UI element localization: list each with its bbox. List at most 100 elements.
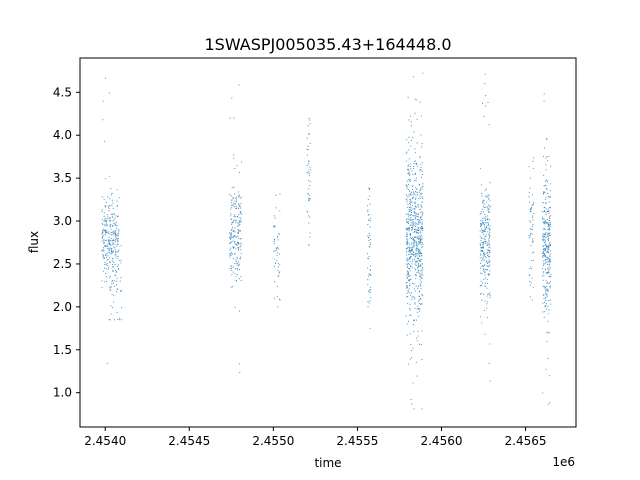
data-point bbox=[113, 266, 114, 268]
data-point bbox=[367, 267, 369, 269]
data-point bbox=[409, 233, 411, 235]
data-point bbox=[549, 207, 551, 208]
data-point bbox=[528, 274, 530, 276]
data-point bbox=[238, 214, 240, 216]
data-point bbox=[413, 244, 415, 246]
data-point bbox=[275, 207, 277, 209]
data-point bbox=[415, 217, 417, 219]
data-point bbox=[545, 197, 547, 199]
data-point bbox=[273, 215, 275, 217]
data-point bbox=[481, 231, 483, 233]
data-point bbox=[102, 247, 104, 249]
data-point bbox=[481, 237, 483, 239]
data-point bbox=[481, 242, 483, 244]
data-point bbox=[409, 256, 411, 258]
data-point bbox=[543, 242, 545, 244]
data-point bbox=[483, 238, 485, 240]
y-tick-label: 4.0 bbox=[53, 128, 72, 142]
data-point bbox=[415, 218, 417, 220]
data-point bbox=[309, 172, 311, 174]
chart-title: 1SWASPJ005035.43+164448.0 bbox=[204, 35, 451, 54]
data-point bbox=[416, 311, 418, 313]
data-point bbox=[420, 205, 422, 207]
data-point bbox=[276, 248, 278, 250]
data-point bbox=[543, 233, 545, 235]
data-point bbox=[235, 236, 237, 238]
data-point bbox=[108, 240, 110, 242]
data-point bbox=[531, 277, 533, 279]
data-point bbox=[489, 380, 491, 382]
data-point bbox=[487, 301, 489, 303]
data-point bbox=[109, 217, 111, 219]
data-point bbox=[483, 278, 485, 280]
data-point bbox=[542, 268, 544, 270]
data-point bbox=[105, 178, 107, 180]
data-point bbox=[421, 188, 423, 190]
data-point bbox=[233, 247, 235, 249]
data-point bbox=[408, 288, 410, 290]
data-point bbox=[415, 187, 417, 189]
data-point bbox=[418, 302, 420, 304]
data-point bbox=[542, 238, 544, 240]
data-point bbox=[543, 252, 545, 254]
data-point bbox=[532, 228, 534, 230]
data-point bbox=[105, 281, 107, 283]
data-point bbox=[411, 185, 413, 187]
data-point bbox=[545, 179, 547, 181]
data-point bbox=[480, 240, 482, 242]
data-point bbox=[410, 247, 412, 249]
data-point bbox=[233, 186, 235, 188]
data-point bbox=[239, 224, 241, 226]
data-point bbox=[111, 307, 113, 309]
data-point bbox=[369, 327, 371, 329]
data-point bbox=[308, 194, 310, 196]
data-point bbox=[103, 255, 104, 257]
data-point bbox=[484, 206, 486, 208]
data-point bbox=[412, 239, 414, 241]
data-point bbox=[548, 229, 550, 231]
y-tick-label: 4.5 bbox=[53, 85, 72, 99]
data-point bbox=[487, 293, 489, 295]
data-point bbox=[545, 272, 547, 274]
data-point bbox=[409, 163, 411, 165]
data-point bbox=[406, 257, 408, 259]
data-point bbox=[485, 268, 487, 270]
data-point bbox=[238, 171, 240, 173]
data-point bbox=[483, 233, 485, 235]
data-point bbox=[548, 243, 550, 245]
data-point bbox=[106, 232, 108, 234]
data-point bbox=[238, 278, 240, 280]
data-point bbox=[545, 368, 547, 370]
data-point bbox=[420, 274, 422, 276]
data-point bbox=[239, 238, 241, 240]
data-point bbox=[484, 272, 486, 274]
data-point bbox=[409, 218, 411, 220]
data-point bbox=[413, 254, 415, 256]
data-point bbox=[419, 282, 421, 284]
data-point bbox=[420, 204, 422, 206]
data-point bbox=[414, 240, 416, 242]
data-point bbox=[479, 167, 481, 169]
data-point bbox=[416, 188, 418, 190]
data-point bbox=[413, 330, 415, 332]
data-point bbox=[113, 261, 115, 263]
data-point bbox=[407, 272, 409, 274]
x-axis: 2.4540 2.4545 2.4550 2.4555 2.4560 2.4565 bbox=[84, 427, 547, 448]
data-point bbox=[486, 287, 488, 289]
data-point bbox=[309, 236, 311, 238]
data-point bbox=[239, 310, 241, 312]
data-point bbox=[414, 152, 416, 154]
data-point bbox=[113, 295, 115, 297]
data-point bbox=[484, 226, 486, 228]
data-point bbox=[116, 312, 118, 314]
data-point bbox=[409, 250, 411, 252]
data-point bbox=[550, 275, 552, 277]
data-point bbox=[108, 239, 110, 241]
data-point bbox=[109, 243, 111, 245]
data-point bbox=[530, 282, 532, 284]
data-point bbox=[529, 228, 531, 230]
data-point bbox=[483, 252, 485, 254]
data-point bbox=[114, 235, 116, 237]
data-point bbox=[419, 275, 421, 277]
data-point bbox=[419, 310, 421, 312]
